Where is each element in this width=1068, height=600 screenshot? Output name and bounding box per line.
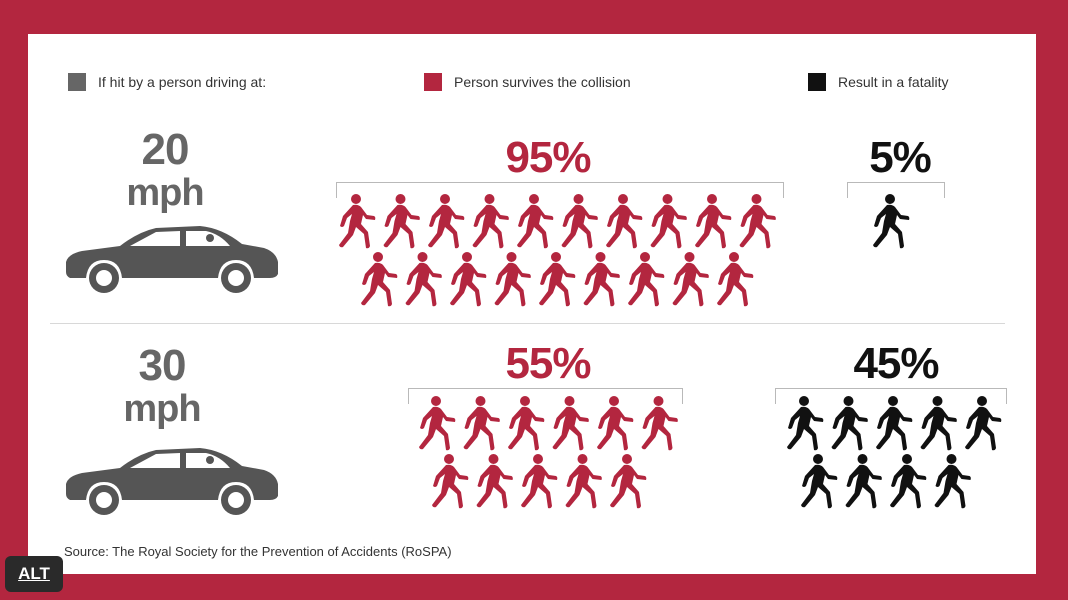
survive-person-icon xyxy=(695,194,732,249)
survive-person-icon xyxy=(521,454,558,509)
survive-person-icon xyxy=(597,396,634,451)
fatal-person-icon xyxy=(965,396,1002,451)
survive-person-icon xyxy=(419,396,456,451)
survive-person-icon xyxy=(641,396,678,451)
speed-unit: mph xyxy=(126,172,204,214)
survive-person-icon xyxy=(472,194,509,249)
survive-person-icon xyxy=(450,252,487,307)
survive-person-icon xyxy=(476,454,513,509)
survive-person-icon xyxy=(610,454,647,509)
legend-fatality: Result in a fatality xyxy=(808,72,949,92)
fatal-person-icon xyxy=(845,454,882,509)
survive-person-icon xyxy=(383,194,420,249)
legend-survives-label: Person survives the collision xyxy=(454,74,631,90)
fatal-person-icon xyxy=(876,396,913,451)
survive-percent: 55% xyxy=(505,339,591,388)
survive-bracket xyxy=(408,388,683,404)
row-divider xyxy=(50,323,1005,324)
legend-swatch-survives xyxy=(424,73,442,91)
survive-person-icon xyxy=(508,396,545,451)
speed-unit: mph xyxy=(123,388,201,430)
fatal-bracket xyxy=(847,182,945,198)
fatal-person-icon xyxy=(934,454,971,509)
survive-person-icon xyxy=(539,252,576,307)
legend-swatch-fatality xyxy=(808,73,826,91)
legend-driving: If hit by a person driving at: xyxy=(68,72,266,92)
speed-label-30: 30 mph xyxy=(92,341,232,430)
survive-person-icon xyxy=(428,194,465,249)
survive-people-group xyxy=(339,194,776,307)
survive-person-icon xyxy=(561,194,598,249)
survive-person-icon xyxy=(339,194,376,249)
fatal-person-icon xyxy=(801,454,838,509)
legend-survives: Person survives the collision xyxy=(424,72,631,92)
fatal-people-group xyxy=(873,194,910,249)
car-icon xyxy=(66,448,278,515)
fatal-person-icon xyxy=(787,396,824,451)
fatal-person-icon xyxy=(890,454,927,509)
speed-value: 30 xyxy=(138,341,187,390)
survive-person-icon xyxy=(739,194,776,249)
legend-driving-label: If hit by a person driving at: xyxy=(98,74,267,90)
survive-percent: 95% xyxy=(505,133,591,182)
speed-label-20: 20 mph xyxy=(95,125,235,214)
survive-person-icon xyxy=(606,194,643,249)
survive-person-icon xyxy=(405,252,442,307)
car-icon xyxy=(66,226,278,293)
survive-person-icon xyxy=(517,194,554,249)
fatal-person-icon xyxy=(873,194,910,249)
source-note: Source: The Royal Society for the Preven… xyxy=(64,544,452,559)
fatal-percent: 5% xyxy=(869,133,932,182)
survive-person-icon xyxy=(432,454,469,509)
survive-person-icon xyxy=(650,194,687,249)
fatal-person-icon xyxy=(831,396,868,451)
survive-person-icon xyxy=(361,252,398,307)
survive-person-icon xyxy=(552,396,589,451)
fatal-person-icon xyxy=(920,396,957,451)
alt-text-button[interactable]: ALT xyxy=(5,556,63,592)
legend-fatality-label: Result in a fatality xyxy=(838,74,949,90)
fatal-people-group xyxy=(787,396,1002,509)
survive-person-icon xyxy=(565,454,602,509)
survive-person-icon xyxy=(672,252,709,307)
survive-person-icon xyxy=(717,252,754,307)
speed-value: 20 xyxy=(141,125,190,174)
survive-person-icon xyxy=(494,252,531,307)
legend-swatch-driving xyxy=(68,73,86,91)
survive-bracket xyxy=(336,182,784,198)
survive-person-icon xyxy=(463,396,500,451)
survive-person-icon xyxy=(583,252,620,307)
fatal-percent: 45% xyxy=(853,339,939,388)
fatal-bracket xyxy=(775,388,1007,404)
survive-people-group xyxy=(419,396,678,509)
survive-person-icon xyxy=(628,252,665,307)
